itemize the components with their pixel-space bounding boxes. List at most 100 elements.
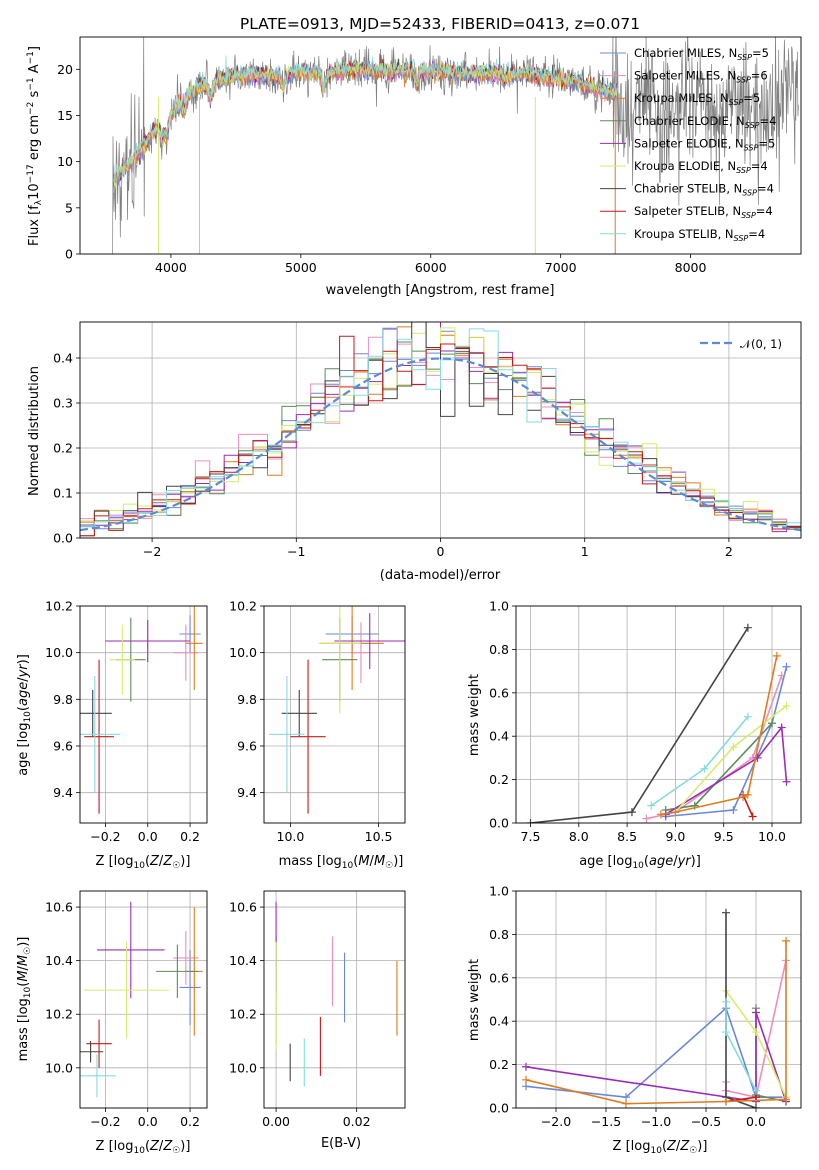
- mass-vs-ebv-panel: 0.00 0.02 10.0 10.2 10.4 10.6: [229, 890, 406, 1129]
- x-tick-label: 0.2: [180, 829, 200, 844]
- spectrum-model-line: [113, 60, 618, 193]
- weight-series-line: [665, 725, 788, 815]
- plot-area: [80, 322, 801, 538]
- spectrum-title: PLATE=0913, MJD=52433, FIBERID=0413, z=0…: [240, 15, 640, 33]
- x-tick-label: 7.5: [521, 829, 541, 844]
- spectrum-panel: 4000 5000 6000 7000 8000 0 5 10 15 20 Chabrier MIL…: [57, 36, 802, 275]
- weight-series-line: [725, 1001, 757, 1091]
- x-tick-label: 8.5: [617, 829, 637, 844]
- ticks: 4000 5000 6000 7000 8000 0 5 10 15 20: [57, 62, 706, 275]
- y-tick-label: 0.0: [53, 531, 73, 546]
- weight-marker: [700, 764, 709, 773]
- ticks: −2.0 −1.5 −1.0 −0.5 0.0 0.0 0.2 0.4 0.6 0.8 1.0: [489, 884, 766, 1130]
- x-tick-label: 0: [437, 544, 445, 559]
- x-tick-label: 5000: [285, 260, 317, 275]
- weight-marker: [782, 662, 791, 671]
- weight-marker: [627, 808, 636, 817]
- weight-marker: [743, 623, 752, 632]
- legend-label: 𝒩(0, 1): [740, 337, 782, 351]
- y-tick-label: 10.2: [229, 599, 257, 614]
- x-tick-label: 0.0: [138, 829, 158, 844]
- weight-marker: [642, 814, 651, 823]
- ticks: 0.00 0.02 10.0 10.2 10.4 10.6: [229, 900, 370, 1129]
- axes-frame: [79, 321, 802, 539]
- y-tick-label: 0.8: [489, 927, 509, 942]
- y-tick-label: 0.2: [53, 441, 73, 456]
- weight-marker: [671, 808, 680, 817]
- y-tick-label: 0.1: [53, 486, 73, 501]
- y-tick-label: 10.6: [45, 900, 73, 915]
- weight-marker: [743, 790, 752, 799]
- spectrum-xlabel: wavelength [Angstrom, rest frame]: [326, 283, 555, 298]
- x-tick-label: −1: [287, 544, 305, 559]
- weight-marker: [739, 792, 748, 801]
- axes-frame: [515, 890, 802, 1109]
- weight-series-line: [660, 655, 778, 816]
- plot-area: [80, 606, 203, 814]
- weight-series-line: [665, 666, 788, 818]
- massweight-vs-age-xlabel: age [log10(age/yr)]: [579, 854, 701, 871]
- weight-marker: [752, 1028, 760, 1037]
- grid: [516, 605, 801, 824]
- axes-frame: [515, 605, 802, 824]
- y-tick-label: 0.3: [53, 396, 73, 411]
- plot-area: [275, 901, 398, 1087]
- residuals-xlabel: (data-model)/error: [380, 568, 501, 583]
- ticks: 7.5 8.0 8.5 9.0 9.5 10.0 0.0 0.2 0.4 0.6 0.8 1.0: [489, 599, 786, 845]
- grid: [516, 890, 801, 1109]
- weight-marker: [729, 743, 738, 752]
- y-tick-label: 0.6: [489, 970, 509, 985]
- y-tick-label: 9.8: [53, 692, 73, 707]
- plot-area: [522, 908, 790, 1108]
- massweight-vs-age-ylabel: mass weight: [467, 674, 482, 756]
- y-tick-label: 0.2: [489, 1057, 509, 1072]
- y-tick-label: 0.4: [489, 729, 509, 744]
- legend-label: Chabrier MILES, NSSP=5: [634, 46, 769, 62]
- x-tick-label: 6000: [415, 260, 447, 275]
- ticks: −0.2 0.0 0.2 10.0 10.2 10.4 10.6: [45, 900, 200, 1129]
- weight-marker: [772, 651, 781, 660]
- x-tick-label: 2: [725, 544, 733, 559]
- y-tick-label: 10.6: [229, 900, 257, 915]
- spectrum-ylabel: Flux [fλ10−17 erg cm−2 s−1 A−1]: [26, 46, 44, 246]
- ticks: −0.2 0.0 0.2 9.4 9.6 9.8 10.0 10.2: [45, 599, 200, 845]
- axes-frame: [263, 605, 406, 824]
- y-tick-label: 0.0: [489, 1101, 509, 1116]
- weight-marker: [777, 671, 786, 680]
- y-tick-label: 9.4: [237, 785, 257, 800]
- weight-marker: [722, 908, 730, 917]
- x-tick-label: 9.0: [665, 829, 685, 844]
- weight-marker: [748, 812, 757, 821]
- ticks: 10.0 10.5 9.4 9.6 9.8 10.0 10.2: [229, 599, 392, 845]
- x-tick-label: 9.5: [714, 829, 734, 844]
- age-vs-Z-xlabel: Z [log10(Z/Z☉)]: [96, 854, 191, 871]
- weight-marker: [526, 819, 535, 823]
- y-tick-label: 10.2: [45, 599, 73, 614]
- massweight-vs-Z-xlabel: Z [log10(Z/Z☉)]: [613, 1139, 708, 1156]
- y-tick-label: 9.4: [53, 785, 73, 800]
- normal-reference-curve: [80, 357, 801, 532]
- y-tick-label: 10.0: [45, 645, 73, 660]
- plot-area: [80, 901, 203, 1098]
- weight-marker: [656, 810, 665, 819]
- weight-series-line: [650, 716, 749, 807]
- y-tick-label: 0.2: [489, 772, 509, 787]
- plot-area: [269, 606, 405, 814]
- x-tick-label: 8.0: [569, 829, 589, 844]
- weight-marker: [752, 1086, 760, 1095]
- age-vs-Z-ylabel: age [log10(age/yr)]: [16, 654, 33, 776]
- legend-label: Salpeter ELODIE, NSSP=5: [634, 136, 775, 152]
- x-tick-label: 0.02: [343, 1114, 371, 1129]
- weight-marker: [782, 701, 791, 710]
- legend-label: Kroupa STELIB, NSSP=4: [634, 227, 765, 243]
- weight-marker: [752, 1104, 760, 1108]
- x-tick-label: 0.2: [180, 1114, 200, 1129]
- x-tick-label: −0.5: [691, 1114, 721, 1129]
- y-tick-label: 10.4: [229, 953, 257, 968]
- axes-frame: [79, 890, 208, 1109]
- weight-marker: [522, 1062, 530, 1071]
- histogram-series: [80, 335, 801, 538]
- weight-marker: [782, 1095, 790, 1104]
- age-vs-mass-xlabel: mass [log10(M/M☉)]: [279, 854, 404, 871]
- plot-area: [112, 37, 799, 254]
